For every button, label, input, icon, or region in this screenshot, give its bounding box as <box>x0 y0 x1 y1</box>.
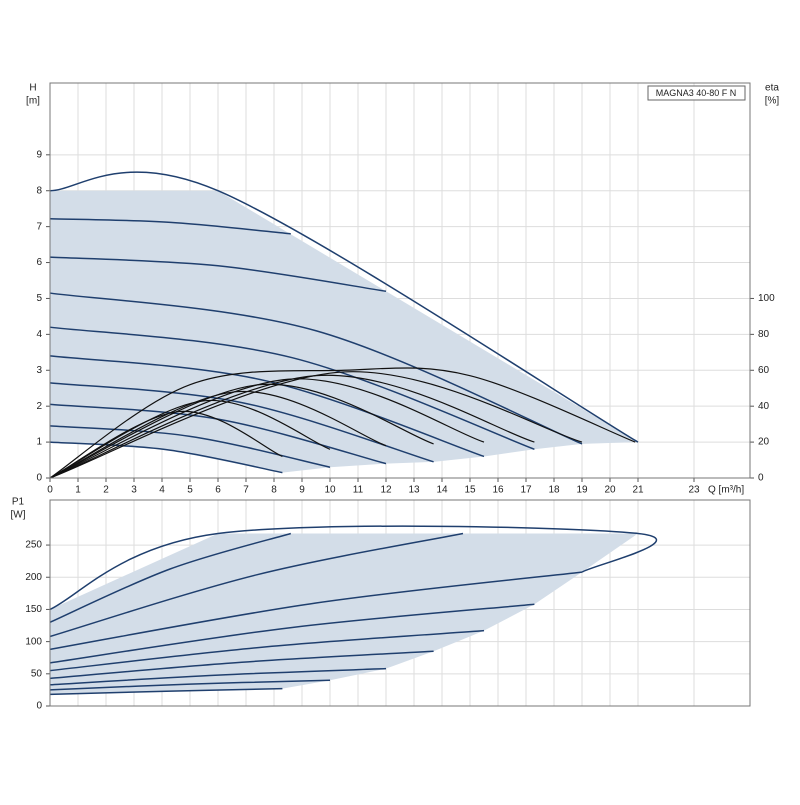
y-axis-label: H <box>29 83 36 94</box>
legend-box <box>647 85 746 101</box>
curve <box>49 171 639 443</box>
curve <box>49 687 283 696</box>
x-tick-label: 20 <box>604 485 616 496</box>
x-tick-label: 2 <box>103 485 109 496</box>
curve <box>49 378 485 479</box>
y-axis-label: P1 <box>12 497 25 508</box>
x-tick-label: 4 <box>159 485 165 496</box>
curve <box>49 532 292 623</box>
y-tick-label: 1 <box>36 437 42 448</box>
y-tick-label: 0 <box>36 701 42 712</box>
x-tick-label: 9 <box>299 485 305 496</box>
chart-title: MAGNA3 40-80 F N <box>656 88 737 98</box>
y-tick-label: 0 <box>36 473 42 484</box>
x-tick-label: 8 <box>271 485 277 496</box>
x-tick-label: 1 <box>75 485 81 496</box>
y-tick-label: 4 <box>36 329 42 340</box>
plot-border <box>49 82 751 479</box>
curve <box>49 425 331 468</box>
curve <box>49 326 535 450</box>
y-tick-label: 50 <box>31 668 43 679</box>
y-tick-label: 100 <box>25 636 42 647</box>
x-tick-label: 18 <box>548 485 560 496</box>
x-tick-label: 15 <box>464 485 476 496</box>
y-tick-label: 200 <box>25 572 42 583</box>
curve <box>49 292 583 445</box>
y2-tick-label: 20 <box>758 437 770 448</box>
x-tick-label: 12 <box>380 485 392 496</box>
y2-tick-label: 0 <box>758 473 764 484</box>
y-axis-unit: [m] <box>26 96 40 107</box>
y2-tick-label: 40 <box>758 401 770 412</box>
y-tick-label: 8 <box>36 185 42 196</box>
curve <box>49 679 331 691</box>
y-tick-label: 2 <box>36 401 42 412</box>
y-tick-label: 7 <box>36 221 42 232</box>
curve <box>49 532 464 638</box>
curve <box>49 629 485 672</box>
curve <box>49 650 434 680</box>
y-tick-label: 250 <box>25 540 42 551</box>
x-tick-label: 14 <box>436 485 448 496</box>
x-tick-label: 17 <box>520 485 532 496</box>
x-tick-label: 10 <box>324 485 336 496</box>
curve <box>49 441 283 474</box>
curve <box>49 382 434 463</box>
curve <box>49 355 485 458</box>
curve <box>49 667 387 686</box>
curve <box>49 367 636 479</box>
curve <box>49 603 535 664</box>
y-tick-label: 9 <box>36 149 42 160</box>
y2-axis-unit: [%] <box>765 96 780 107</box>
curve <box>49 399 331 479</box>
y-tick-label: 6 <box>36 257 42 268</box>
x-tick-label: 21 <box>632 485 644 496</box>
y-tick-label: 5 <box>36 293 42 304</box>
y-tick-label: 3 <box>36 365 42 376</box>
x-axis-label: Q [m³/h] <box>708 485 744 496</box>
x-tick-label: 7 <box>243 485 249 496</box>
plot-border <box>49 499 751 707</box>
x-tick-label: 23 <box>688 485 700 496</box>
x-tick-label: 19 <box>576 485 588 496</box>
y-tick-label: 150 <box>25 604 42 615</box>
curve <box>49 217 291 235</box>
curve <box>49 525 658 611</box>
y2-tick-label: 60 <box>758 365 770 376</box>
y-axis-unit: [W] <box>11 510 26 521</box>
x-tick-label: 13 <box>408 485 420 496</box>
curve <box>49 371 583 479</box>
curve <box>49 571 583 651</box>
x-tick-label: 0 <box>47 485 53 496</box>
y2-tick-label: 80 <box>758 329 770 340</box>
y2-axis-label: eta <box>765 83 779 94</box>
x-tick-label: 11 <box>353 485 364 496</box>
x-tick-label: 3 <box>131 485 137 496</box>
x-tick-label: 6 <box>215 485 221 496</box>
x-tick-label: 16 <box>492 485 504 496</box>
x-tick-label: 5 <box>187 485 193 496</box>
curve <box>49 256 387 293</box>
y2-tick-label: 100 <box>758 293 775 304</box>
